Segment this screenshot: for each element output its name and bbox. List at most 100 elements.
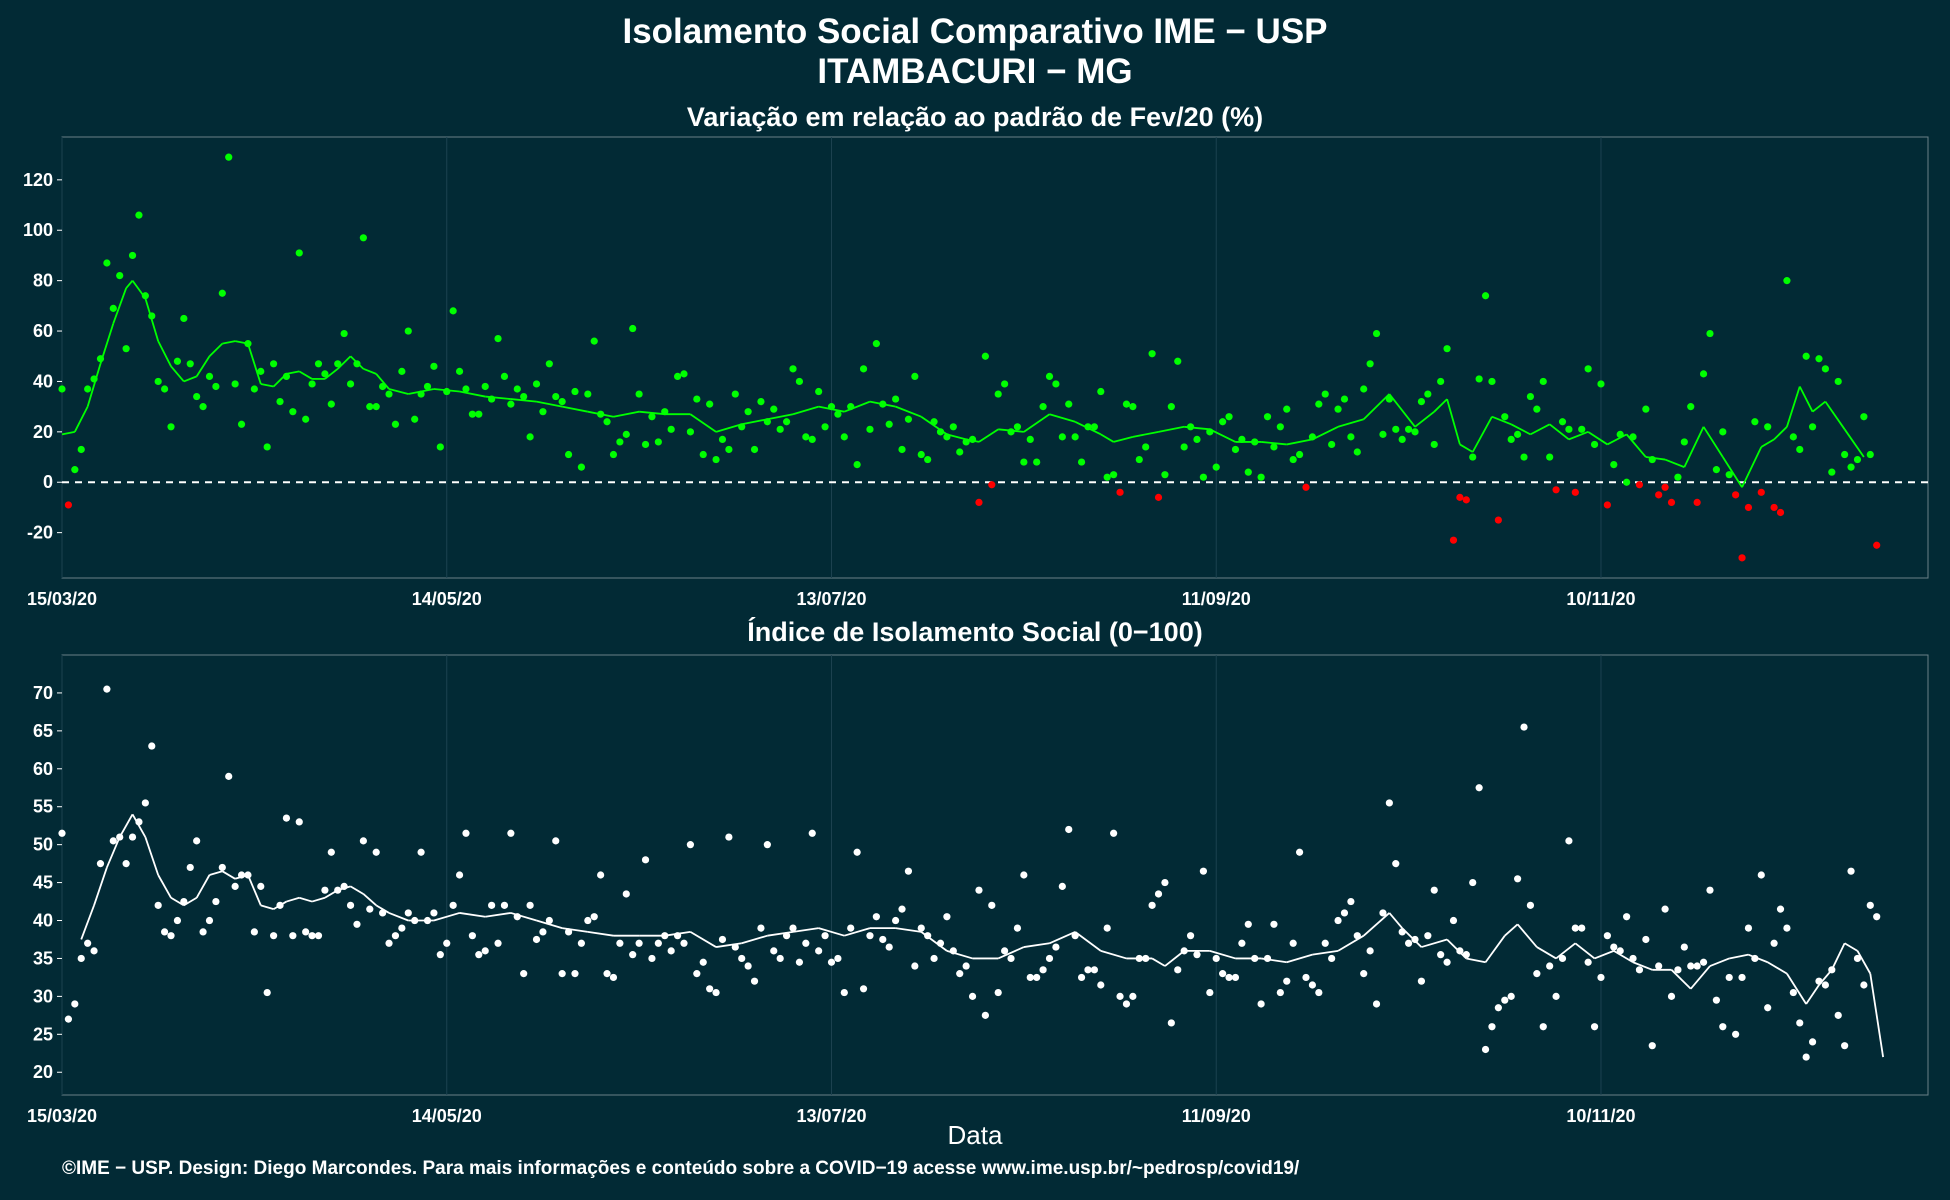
data-point — [449, 307, 457, 315]
data-point — [1494, 1004, 1502, 1012]
data-point — [930, 954, 938, 963]
data-point — [1860, 981, 1868, 989]
moving-average-segment — [946, 433, 967, 441]
data-point — [712, 988, 720, 997]
data-point — [1167, 1019, 1175, 1027]
moving-average-segment — [350, 885, 364, 895]
data-point — [706, 985, 714, 993]
data-point — [1020, 871, 1028, 879]
data-point — [757, 398, 765, 406]
data-point — [1231, 973, 1240, 982]
data-point — [1199, 473, 1208, 481]
moving-average-segment — [561, 405, 588, 413]
moving-average-segment — [131, 813, 147, 838]
moving-average-segment — [286, 370, 300, 375]
data-point — [1219, 970, 1227, 978]
data-point — [237, 420, 246, 428]
data-point — [167, 932, 175, 940]
data-point — [789, 924, 797, 932]
data-point — [455, 367, 464, 375]
data-point — [1834, 377, 1842, 386]
data-point — [423, 382, 432, 391]
data-point — [1334, 916, 1342, 925]
data-point — [58, 385, 66, 393]
data-point — [1052, 943, 1060, 951]
moving-average-segment — [337, 355, 352, 370]
data-point — [712, 455, 720, 464]
data-point — [1039, 966, 1047, 974]
panel-bottom-title: Índice de Isolamento Social (0−100) — [747, 617, 1203, 647]
data-point — [1154, 890, 1163, 898]
data-point — [686, 841, 695, 849]
data-point — [1815, 355, 1823, 363]
data-point — [488, 901, 496, 909]
data-point — [1667, 498, 1676, 506]
data-point — [385, 939, 393, 947]
moving-average-segment — [1158, 425, 1185, 433]
data-point — [1802, 1053, 1810, 1061]
data-point — [911, 372, 919, 380]
data-point — [1687, 403, 1695, 411]
data-point — [128, 251, 137, 260]
data-point — [436, 443, 444, 451]
moving-average-segment — [375, 373, 390, 390]
data-point — [1424, 390, 1432, 398]
data-point — [372, 848, 380, 856]
y-tick-label: 30 — [33, 986, 53, 1006]
data-point — [1007, 428, 1015, 436]
data-point — [885, 943, 893, 951]
panel-border-variation — [61, 136, 1929, 579]
data-point — [193, 392, 201, 401]
data-point — [1347, 433, 1355, 441]
moving-average-segment — [74, 406, 89, 433]
data-point — [282, 814, 291, 822]
moving-average-segment — [843, 400, 871, 413]
data-point — [205, 916, 214, 925]
data-point — [1077, 973, 1086, 982]
data-point — [1520, 723, 1528, 731]
data-point — [1866, 450, 1874, 459]
data-point — [1873, 541, 1881, 549]
data-point — [1449, 916, 1458, 925]
data-point — [1315, 988, 1323, 997]
moving-average-segment — [792, 927, 819, 933]
data-point — [750, 977, 759, 985]
data-point — [1116, 488, 1124, 496]
moving-average-segment — [1491, 415, 1512, 426]
data-point — [1655, 491, 1663, 499]
data-point — [1853, 954, 1862, 963]
moving-average-segment — [170, 365, 185, 383]
data-point — [738, 954, 746, 963]
data-point — [1712, 996, 1720, 1004]
moving-average-segment — [1286, 438, 1313, 446]
data-point — [1251, 438, 1259, 446]
data-point — [1443, 345, 1451, 353]
moving-average-segment — [195, 355, 211, 377]
data-point — [738, 423, 746, 431]
moving-average-segment — [997, 946, 1025, 960]
data-point — [1417, 977, 1426, 985]
data-point — [1815, 977, 1823, 985]
moving-average-segment — [459, 390, 486, 398]
data-point — [346, 901, 355, 909]
data-point — [1263, 954, 1272, 963]
data-point — [859, 985, 868, 993]
data-point — [859, 365, 868, 373]
data-point — [1167, 403, 1175, 411]
moving-average-segment — [260, 904, 274, 911]
data-point — [1058, 433, 1066, 441]
data-point — [1847, 463, 1855, 471]
data-point — [1199, 867, 1208, 875]
moving-average-segment — [510, 398, 537, 403]
data-point — [1007, 954, 1015, 963]
data-point — [584, 916, 592, 925]
data-point — [1424, 932, 1432, 940]
data-point — [199, 928, 207, 936]
data-point — [1283, 405, 1291, 413]
data-point — [782, 932, 791, 940]
data-point — [1129, 403, 1137, 411]
moving-average-segment — [388, 912, 409, 922]
data-point — [1366, 947, 1374, 955]
data-point — [1244, 468, 1252, 476]
data-point — [622, 890, 630, 898]
